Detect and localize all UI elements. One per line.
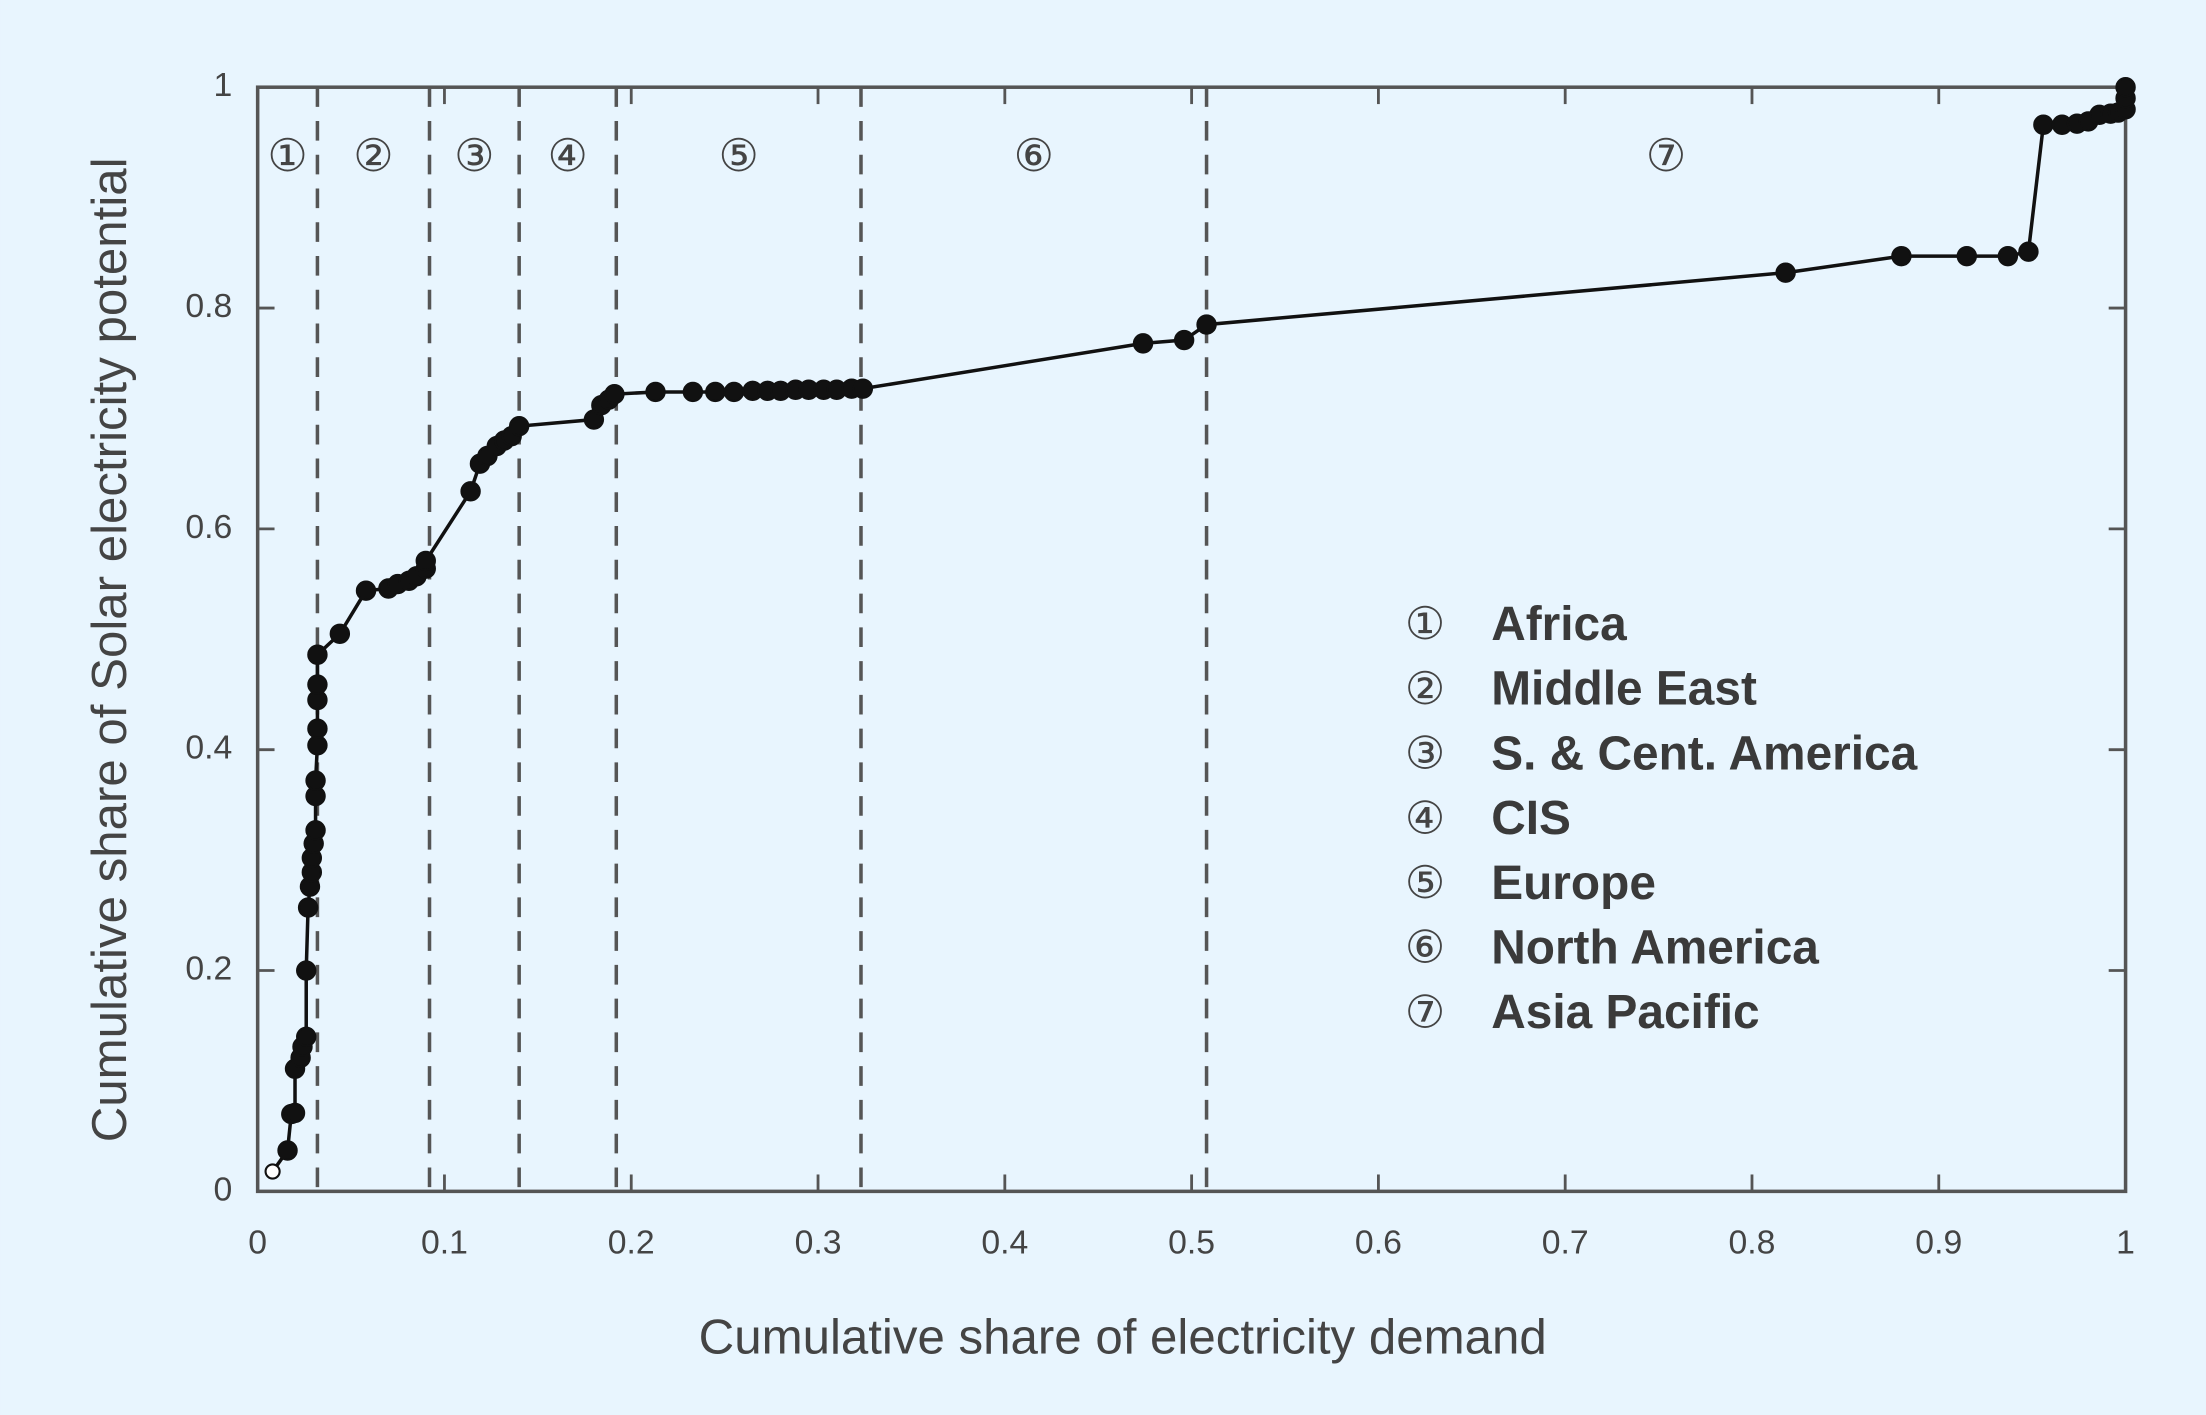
x-tick-label: 0.1 bbox=[421, 1224, 468, 1262]
point bbox=[604, 383, 625, 405]
point bbox=[284, 1102, 306, 1124]
x-tick-label: 0 bbox=[248, 1224, 267, 1262]
point bbox=[307, 644, 328, 665]
y-tick-label: 0.4 bbox=[185, 729, 232, 767]
point bbox=[1997, 245, 2019, 267]
x-axis-title: Cumulative share of electricity demand bbox=[699, 1309, 1547, 1364]
point bbox=[305, 770, 326, 791]
region-label: ③ bbox=[454, 130, 494, 181]
legend-label: Asia Pacific bbox=[1491, 986, 1759, 1039]
point bbox=[296, 1026, 317, 1047]
legend-label: Europe bbox=[1491, 857, 1656, 910]
x-tick-label: 0.4 bbox=[981, 1224, 1028, 1262]
legend-label: Middle East bbox=[1491, 663, 1757, 716]
legend-marker: ④ bbox=[1405, 792, 1445, 843]
region-label: ⑤ bbox=[718, 130, 758, 181]
y-tick-label: 1 bbox=[214, 66, 233, 104]
point bbox=[2018, 241, 2039, 262]
legend-marker: ③ bbox=[1405, 728, 1445, 779]
point bbox=[705, 381, 726, 403]
legend-marker: ⑦ bbox=[1405, 986, 1445, 1037]
point bbox=[307, 718, 328, 739]
point bbox=[355, 580, 377, 601]
point bbox=[307, 674, 328, 695]
x-tick-label: 0.8 bbox=[1729, 1224, 1776, 1262]
point bbox=[645, 381, 666, 403]
x-tick-label: 0.7 bbox=[1542, 1224, 1589, 1262]
point bbox=[460, 481, 481, 502]
region-label: ① bbox=[267, 130, 307, 181]
y-tick-label: 0.6 bbox=[185, 508, 232, 546]
point bbox=[264, 1163, 281, 1180]
legend-label: CIS bbox=[1491, 792, 1571, 845]
legend-marker: ⑤ bbox=[1405, 857, 1445, 908]
x-tick-label: 1 bbox=[2116, 1224, 2135, 1262]
plot-frame bbox=[255, 85, 2128, 1194]
region-label: ⑦ bbox=[1646, 130, 1686, 181]
region-label: ② bbox=[353, 130, 393, 181]
point bbox=[1891, 245, 1912, 267]
legend-label: Africa bbox=[1491, 598, 1627, 651]
x-tick-label: 0.9 bbox=[1915, 1224, 1962, 1262]
point bbox=[2033, 114, 2054, 135]
legend-label: North America bbox=[1491, 921, 1819, 974]
legend-marker: ⑥ bbox=[1405, 922, 1445, 973]
point bbox=[852, 378, 874, 399]
y-tick-label: 0 bbox=[214, 1170, 233, 1208]
y-tick-label: 0.8 bbox=[185, 287, 232, 325]
point bbox=[296, 960, 317, 981]
x-tick-label: 0.6 bbox=[1355, 1224, 1402, 1262]
point bbox=[415, 550, 436, 572]
x-tick-label: 0.2 bbox=[608, 1224, 655, 1262]
point bbox=[1173, 329, 1195, 351]
point bbox=[1775, 262, 1796, 283]
point bbox=[1956, 245, 1977, 267]
x-tick-label: 0.5 bbox=[1168, 1224, 1215, 1262]
y-tick-label: 0.2 bbox=[185, 949, 232, 987]
region-label: ④ bbox=[548, 130, 588, 181]
point bbox=[2115, 77, 2136, 98]
point bbox=[1196, 314, 1217, 335]
x-tick-label: 0.3 bbox=[795, 1224, 842, 1262]
point bbox=[682, 381, 704, 403]
point bbox=[723, 381, 745, 403]
region-label: ⑥ bbox=[1014, 130, 1054, 181]
y-axis-title: Cumulative share of Solar electricity po… bbox=[82, 157, 137, 1142]
legend-marker: ① bbox=[1405, 598, 1445, 649]
point bbox=[329, 623, 351, 644]
point bbox=[508, 415, 530, 437]
point bbox=[1132, 333, 1154, 354]
point bbox=[277, 1140, 298, 1161]
point bbox=[305, 820, 326, 841]
legend-label: S. & Cent. America bbox=[1491, 727, 1917, 780]
legend-marker: ② bbox=[1405, 663, 1445, 714]
point bbox=[297, 897, 319, 918]
